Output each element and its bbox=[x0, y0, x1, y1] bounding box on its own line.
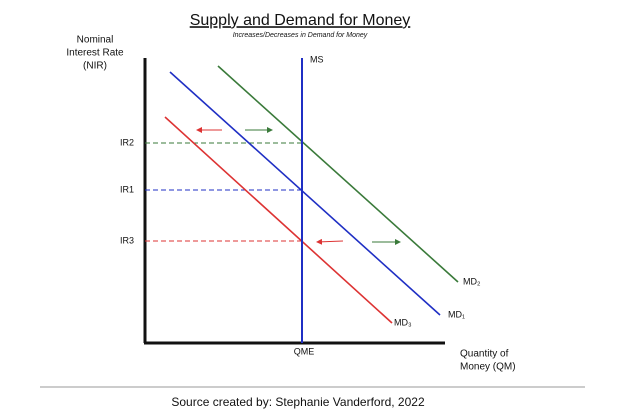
y-axis-label: Nominal bbox=[77, 35, 114, 46]
demand-label: MD₃ bbox=[394, 317, 412, 327]
supply-label: MS bbox=[310, 54, 324, 64]
demand-label: MD₁ bbox=[448, 309, 465, 319]
rate-label: IR1 bbox=[120, 184, 134, 194]
md1-curve bbox=[169, 71, 441, 316]
rate-label: IR2 bbox=[120, 137, 134, 147]
md2-curve bbox=[217, 65, 459, 283]
subtitle: Increases/Decreases in Demand for Money bbox=[233, 32, 368, 39]
quantity-label: QME bbox=[294, 346, 315, 356]
x-axis-label: Money (QM) bbox=[460, 362, 516, 373]
y-axis-label: (NIR) bbox=[83, 61, 107, 72]
x-axis-label: Quantity of bbox=[460, 349, 509, 360]
md3-curve bbox=[164, 116, 393, 324]
title: Supply and Demand for Money bbox=[190, 12, 411, 29]
rate-label: IR3 bbox=[120, 235, 134, 245]
demand-label: MD₂ bbox=[463, 276, 481, 286]
source: Source created by: Stephanie Vanderford,… bbox=[171, 395, 425, 409]
y-axis-label: Interest Rate bbox=[66, 48, 124, 59]
arrow-left bbox=[316, 238, 344, 245]
